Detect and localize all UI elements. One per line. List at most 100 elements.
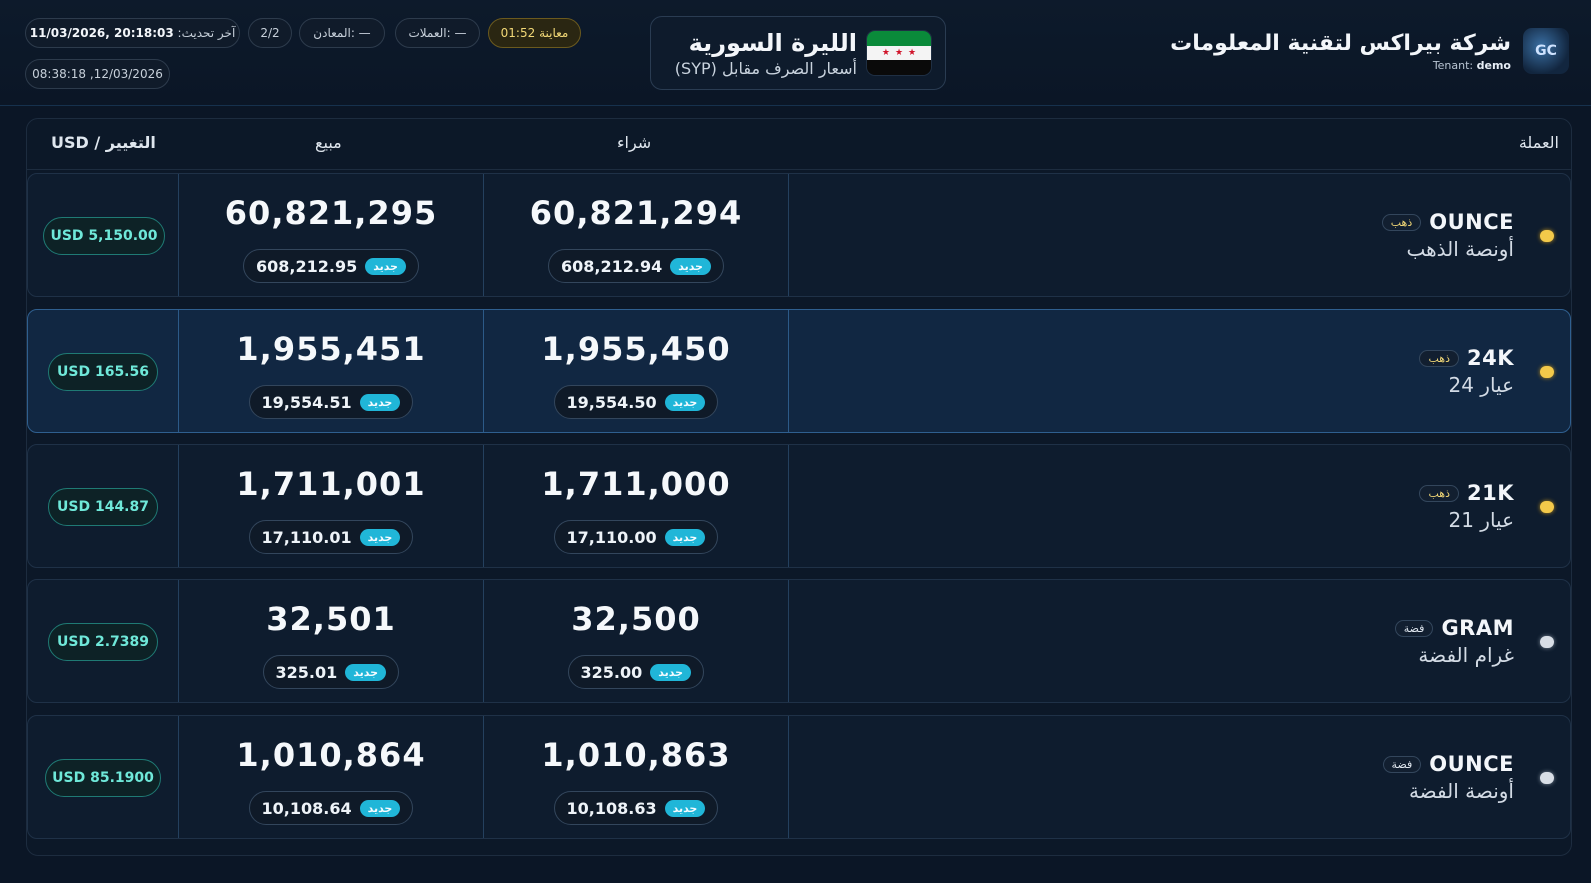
sell-sub-price: 325.01: [275, 662, 338, 682]
new-badge: جديد: [359, 799, 401, 817]
currency-title: الليرة السورية: [688, 29, 857, 57]
buy-cell: 60,821,294 608,212.94 جديد: [484, 174, 788, 296]
metal-tag: ذهب: [1419, 484, 1459, 502]
sell-cell: 1,010,864 10,108.64 جديد: [179, 716, 483, 838]
buy-sub-price: 10,108.63: [566, 798, 657, 818]
buy-cell: 1,955,450 19,554.50 جديد: [484, 310, 788, 432]
usd-change-pill: USD 85.1900: [45, 759, 161, 797]
buy-cell: 32,500 325.00 جديد: [484, 580, 788, 702]
buy-sub-pill: 17,110.00 جديد: [553, 520, 719, 554]
table-row[interactable]: فضة GRAM غرام الفضة 32,500 325.00 جديد 3…: [27, 579, 1571, 703]
company-logo: GC: [1523, 28, 1569, 74]
last-update-badge: آخر تحديث: 11/03/2026, 20:18:03: [25, 18, 240, 48]
sell-price: 1,711,001: [236, 465, 426, 503]
buy-price: 60,821,294: [529, 194, 743, 232]
usd-change-pill: USD 5,150.00: [43, 217, 165, 255]
table-header: العملة شراء مبيع التغيير / USD: [27, 119, 1571, 170]
sell-cell: 1,711,001 17,110.01 جديد: [179, 445, 483, 567]
unit-code: GRAM: [1441, 616, 1514, 640]
currency-name-block: فضة OUNCE أونصة الفضة: [1382, 752, 1514, 803]
gold-bar-icon: [1540, 230, 1554, 242]
unit-code: OUNCE: [1429, 752, 1514, 776]
table-row[interactable]: ذهب OUNCE أونصة الذهب 60,821,294 608,212…: [27, 173, 1571, 297]
sell-cell: 1,955,451 19,554.51 جديد: [179, 310, 483, 432]
page-indicator[interactable]: 2/2: [248, 18, 292, 48]
new-badge: جديد: [664, 528, 706, 546]
usd-change-pill: USD 165.56: [48, 353, 158, 391]
col-sell-header: مبيع: [315, 133, 342, 152]
currency-arabic-name: أونصة الفضة: [1408, 779, 1514, 803]
currency-subtitle: أسعار الصرف مقابل (SYP): [674, 59, 857, 78]
sell-sub-pill: 325.01 جديد: [262, 655, 400, 689]
new-badge: جديد: [664, 799, 706, 817]
silver-bar-icon: [1540, 772, 1554, 784]
table-row[interactable]: ذهب 21K عيار 21 1,711,000 17,110.00 جديد…: [27, 444, 1571, 568]
currency-arabic-name: عيار 21: [1448, 508, 1514, 532]
gold-bar-icon: [1540, 501, 1554, 513]
sell-price: 1,955,451: [236, 330, 426, 368]
rates-table: العملة شراء مبيع التغيير / USD ذهب OUNCE…: [26, 118, 1572, 856]
currency-arabic-name: عيار 24: [1448, 373, 1514, 397]
buy-price: 1,010,863: [541, 736, 731, 774]
company-name: شركة بيراكس لتقنية المعلومات: [1170, 30, 1511, 56]
currency-name-block: ذهب 24K عيار 24: [1419, 346, 1514, 397]
table-row[interactable]: فضة OUNCE أونصة الفضة 1,010,863 10,108.6…: [27, 715, 1571, 839]
company-block: GC شركة بيراكس لتقنية المعلومات Tenant: …: [1170, 28, 1569, 74]
sell-cell: 32,501 325.01 جديد: [179, 580, 483, 702]
buy-sub-pill: 608,212.94 جديد: [548, 249, 724, 283]
unit-code: 24K: [1467, 346, 1514, 370]
usd-change-pill: USD 2.7389: [48, 623, 158, 661]
buy-sub-price: 17,110.00: [566, 527, 657, 547]
currency-card: ★ ★ ★ الليرة السورية أسعار الصرف مقابل (SY…: [650, 16, 946, 90]
tenant-label: Tenant:: [1432, 58, 1474, 72]
sell-sub-price: 19,554.51: [261, 392, 352, 412]
preview-timer-badge: معاينة 01:52: [488, 18, 581, 48]
sell-sub-price: 608,212.95: [256, 256, 358, 276]
metal-tag: فضة: [1394, 619, 1434, 637]
currency-name-block: ذهب OUNCE أونصة الذهب: [1381, 210, 1514, 261]
sell-sub-pill: 608,212.95 جديد: [243, 249, 419, 283]
last-update-label: آخر تحديث:: [177, 26, 236, 40]
usd-change-pill: USD 144.87: [48, 488, 158, 526]
buy-sub-pill: 325.00 جديد: [567, 655, 705, 689]
sell-sub-pill: 10,108.64 جديد: [248, 791, 414, 825]
metal-tag: ذهب: [1381, 213, 1422, 231]
unit-code: 21K: [1467, 481, 1514, 505]
metals-filter[interactable]: المعادن: —: [299, 18, 385, 48]
currency-name-block: فضة GRAM غرام الفضة: [1394, 616, 1514, 667]
sell-sub-pill: 17,110.01 جديد: [248, 520, 414, 554]
col-change-header: التغيير / USD: [51, 133, 156, 152]
col-buy-header: شراء: [617, 133, 652, 152]
new-badge: جديد: [670, 257, 711, 275]
metal-tag: ذهب: [1419, 349, 1459, 367]
currencies-filter[interactable]: العملات: —: [395, 18, 480, 48]
currency-arabic-name: أونصة الذهب: [1406, 237, 1514, 261]
sell-sub-price: 10,108.64: [261, 798, 352, 818]
sell-cell: 60,821,295 608,212.95 جديد: [179, 174, 483, 296]
buy-cell: 1,010,863 10,108.63 جديد: [484, 716, 788, 838]
col-currency-header: العملة: [1518, 133, 1559, 152]
buy-sub-price: 325.00: [580, 662, 643, 682]
top-bar: GC شركة بيراكس لتقنية المعلومات Tenant: …: [0, 0, 1591, 106]
silver-bar-icon: [1540, 636, 1554, 648]
buy-sub-pill: 19,554.50 جديد: [553, 385, 719, 419]
table-row[interactable]: ذهب 24K عيار 24 1,955,450 19,554.50 جديد…: [27, 309, 1571, 433]
new-badge: جديد: [359, 393, 401, 411]
sell-sub-pill: 19,554.51 جديد: [248, 385, 414, 419]
clock-badge: 08:38:18 ,12/03/2026: [25, 59, 170, 89]
buy-price: 1,711,000: [541, 465, 731, 503]
buy-sub-pill: 10,108.63 جديد: [553, 791, 719, 825]
gold-bar-icon: [1540, 366, 1554, 378]
tenant-value: demo: [1476, 58, 1511, 72]
new-badge: جديد: [650, 663, 692, 681]
currency-name-block: ذهب 21K عيار 21: [1419, 481, 1514, 532]
syria-flag-icon: ★ ★ ★: [867, 31, 931, 75]
buy-sub-price: 608,212.94: [561, 256, 663, 276]
buy-price: 32,500: [571, 600, 701, 638]
unit-code: OUNCE: [1429, 210, 1514, 234]
new-badge: جديد: [359, 528, 401, 546]
currency-arabic-name: غرام الفضة: [1418, 643, 1514, 667]
new-badge: جديد: [664, 393, 706, 411]
sell-price: 32,501: [266, 600, 396, 638]
sell-price: 1,010,864: [236, 736, 426, 774]
